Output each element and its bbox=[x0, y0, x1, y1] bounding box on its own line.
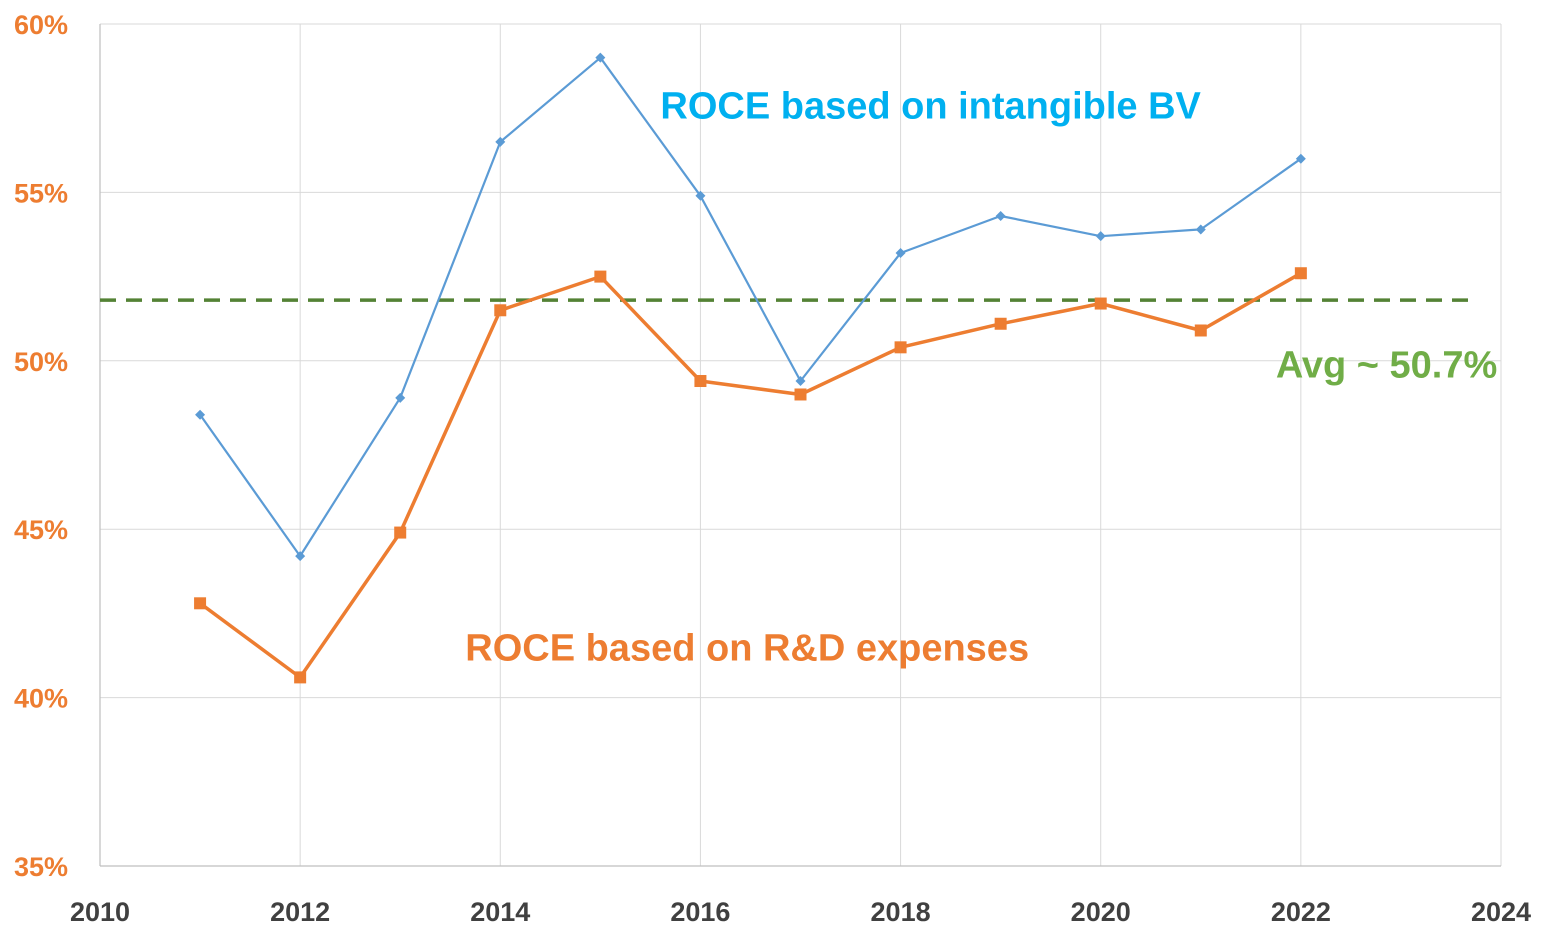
data-series bbox=[194, 52, 1307, 684]
y-tick-label-5: 60% bbox=[14, 10, 68, 40]
x-tick-label-7: 2024 bbox=[1471, 897, 1531, 927]
series-0-point-2017 bbox=[795, 376, 806, 387]
series-1-point-2013 bbox=[394, 526, 407, 539]
series-1-point-2019 bbox=[994, 317, 1007, 330]
series-1-point-2017 bbox=[794, 388, 807, 401]
series-1-point-2018 bbox=[894, 341, 907, 354]
x-tick-label-0: 2010 bbox=[70, 897, 130, 927]
series-1-point-2016 bbox=[694, 375, 707, 388]
series-line-0 bbox=[199, 56, 1302, 558]
annotation-0: ROCE based on intangible BV bbox=[660, 85, 1201, 127]
series-1-point-2015 bbox=[594, 270, 607, 283]
x-tick-label-1: 2012 bbox=[270, 897, 330, 927]
series-1-point-2022 bbox=[1294, 267, 1307, 280]
y-tick-label-2: 45% bbox=[14, 515, 68, 545]
series-0-point-2021 bbox=[1195, 224, 1206, 235]
annotation-1: ROCE based on R&D expenses bbox=[465, 628, 1029, 670]
series-0-point-2018 bbox=[895, 248, 906, 259]
series-0-point-2011 bbox=[195, 409, 206, 420]
annotations: ROCE based on intangible BV ROCE based on… bbox=[465, 85, 1497, 669]
series-line-1 bbox=[199, 271, 1302, 680]
axes bbox=[99, 24, 1501, 867]
series-1-point-2021 bbox=[1194, 324, 1207, 337]
series-0-point-2015 bbox=[595, 52, 606, 63]
y-tick-label-1: 40% bbox=[14, 684, 68, 714]
series-0-point-2022 bbox=[1295, 153, 1306, 164]
y-tick-label-4: 55% bbox=[14, 178, 68, 208]
tick-labels: 35% 40% 45% 50% 55% 60% 2010 2012 2014 2016 2018 20… bbox=[14, 10, 1531, 927]
series-1-point-2014 bbox=[494, 304, 507, 317]
series-1-point-2012 bbox=[294, 671, 307, 684]
series-0-point-2020 bbox=[1095, 231, 1106, 242]
y-tick-label-3: 50% bbox=[14, 347, 68, 377]
series-0-point-2012 bbox=[295, 551, 306, 562]
grid-lines bbox=[99, 23, 1502, 867]
series-1-point-2011 bbox=[194, 597, 207, 610]
series-0-point-2013 bbox=[395, 392, 406, 403]
x-tick-label-4: 2018 bbox=[871, 897, 931, 927]
series-0-point-2019 bbox=[995, 210, 1006, 221]
x-tick-label-3: 2016 bbox=[670, 897, 730, 927]
series-0-point-2014 bbox=[495, 136, 506, 147]
x-tick-label-5: 2020 bbox=[1071, 897, 1131, 927]
x-tick-label-2: 2014 bbox=[470, 897, 530, 927]
series-1-point-2020 bbox=[1094, 297, 1107, 310]
annotation-2: Avg ~ 50.7% bbox=[1276, 345, 1497, 387]
y-tick-label-0: 35% bbox=[14, 852, 68, 882]
series-0-point-2016 bbox=[695, 190, 706, 201]
x-tick-label-6: 2022 bbox=[1271, 897, 1331, 927]
